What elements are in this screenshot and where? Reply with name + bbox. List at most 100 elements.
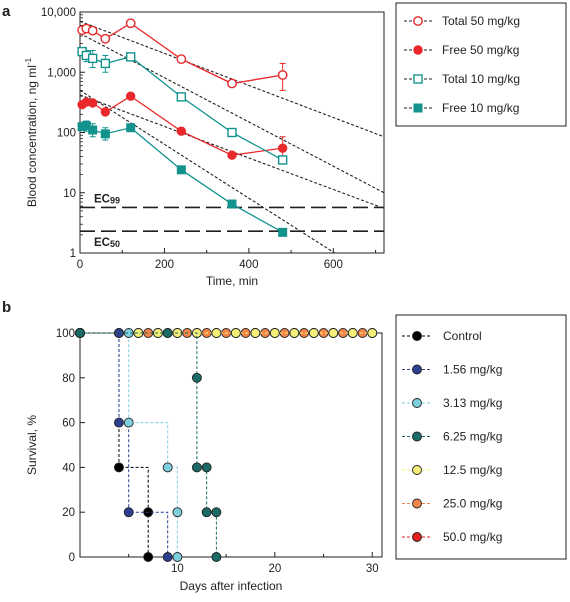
series-1-56-mg-kg	[75, 328, 173, 562]
legend-label-1-56-mg-kg: 1.56 mg/kg	[443, 363, 502, 377]
data-point	[277, 155, 288, 165]
data-point	[191, 462, 202, 473]
fit-line	[80, 32, 384, 194]
x-axis-label-a: Time, min	[206, 274, 258, 288]
data-point	[87, 98, 98, 108]
data-point	[162, 328, 173, 338]
legend-marker-total-10-mg-kg	[413, 74, 423, 84]
series-free-50-mg-kg	[77, 91, 288, 163]
data-point	[308, 328, 319, 338]
data-point	[227, 78, 237, 89]
series-line-free-10-mg-kg	[81, 124, 283, 233]
x-tick-label-a: 600	[324, 259, 343, 271]
data-point	[123, 507, 134, 518]
data-point	[318, 328, 329, 338]
data-point	[347, 328, 358, 338]
data-point	[227, 150, 237, 160]
y-tick-label-b: 40	[62, 462, 75, 474]
legend-marker-25-0-mg-kg	[412, 498, 422, 509]
legend-marker-1-56-mg-kg	[412, 364, 422, 375]
legend-label-total-50-mg-kg: Total 50 mg/kg	[442, 14, 520, 28]
plot-frame-b	[79, 332, 383, 558]
ec-label-50: EC50	[94, 237, 120, 249]
data-point	[176, 54, 187, 65]
legend-label-free-50-mg-kg: Free 50 mg/kg	[442, 43, 519, 57]
data-point	[125, 18, 136, 29]
data-point	[126, 123, 136, 133]
ec-label-99: EC99	[94, 193, 120, 205]
y-tick-label-b: 80	[62, 373, 75, 385]
y-axis-label-a-text: Blood concentration, ng ml	[25, 65, 39, 207]
series-total-10-mg-kg	[77, 46, 288, 165]
y-tick-label-a: 1,000	[47, 67, 76, 79]
data-point	[125, 91, 136, 101]
data-point	[176, 126, 187, 136]
legend-marker-50-0-mg-kg	[412, 532, 422, 542]
data-point	[227, 127, 237, 138]
legend-marker-free-10-mg-kg	[413, 103, 423, 113]
y-tick-label-b: 0	[69, 552, 75, 564]
legend-marker-total-50-mg-kg	[413, 16, 423, 26]
x-tick-label-b: 20	[268, 563, 281, 575]
survival-line-control	[80, 332, 149, 557]
y-tick-label-b: 20	[62, 507, 75, 519]
data-point	[172, 507, 183, 518]
data-point	[277, 143, 288, 153]
series-line-free-50-mg-kg	[81, 95, 283, 156]
data-point	[123, 328, 134, 338]
series-3-13-mg-kg	[75, 328, 183, 562]
data-point	[211, 507, 222, 518]
data-point	[88, 125, 98, 135]
series-control	[75, 328, 154, 562]
x-tick-label-b: 10	[171, 563, 184, 575]
legend-label-25-0-mg-kg: 25.0 mg/kg	[443, 497, 502, 511]
y-tick-label-a: 1	[70, 248, 76, 260]
y-tick-label-a: 10	[63, 188, 76, 200]
data-point	[176, 92, 187, 102]
data-point	[162, 462, 173, 473]
legend-label-control: Control	[443, 329, 482, 343]
legend-label-3-13-mg-kg: 3.13 mg/kg	[443, 396, 502, 410]
series-line-total-50-mg-kg	[81, 22, 283, 85]
y-tick-label-a: 100	[57, 128, 76, 140]
legend-marker-3-13-mg-kg	[412, 398, 422, 408]
data-point	[250, 328, 261, 338]
legend-a	[395, 2, 567, 127]
legend-marker-free-50-mg-kg	[413, 45, 423, 55]
data-point	[191, 372, 202, 383]
data-point	[123, 417, 134, 428]
legend-marker-6-25-mg-kg	[412, 431, 422, 442]
panel-letter-a: a	[2, 3, 11, 20]
x-tick-label-a: 200	[155, 259, 174, 271]
data-point	[100, 58, 111, 69]
series-6-25-mg-kg	[75, 328, 222, 562]
data-point	[125, 52, 136, 62]
series-line-total-10-mg-kg	[81, 51, 283, 161]
data-point	[269, 328, 280, 338]
data-point	[211, 328, 222, 338]
data-point	[100, 107, 111, 117]
data-point	[367, 328, 378, 338]
y-axis-label-a: Blood concentration, ng ml-1	[24, 57, 39, 207]
data-point	[172, 552, 183, 562]
series-total-50-mg-kg	[77, 18, 288, 91]
data-point	[299, 328, 310, 338]
data-point	[87, 53, 98, 64]
data-point	[227, 199, 237, 209]
data-point	[114, 462, 124, 473]
chart-a: 0 200 400 600 1 10 100 1,000 10,000 Time, min Bloo…	[24, 2, 567, 288]
panel-letter-b: b	[2, 299, 11, 316]
legend-label-free-10-mg-kg: Free 10 mg/kg	[442, 101, 519, 115]
legend-label-12-5-mg-kg: 12.5 mg/kg	[443, 463, 502, 477]
ec-label-main: EC	[94, 237, 110, 249]
ec-label-sub: 99	[110, 195, 120, 205]
data-point	[100, 33, 111, 44]
y-axis-label-a-superscript: -1	[24, 57, 33, 65]
x-tick-label-a: 0	[77, 259, 83, 271]
data-point	[201, 462, 212, 473]
data-point	[87, 25, 98, 36]
data-point	[277, 70, 288, 80]
data-point	[230, 328, 241, 338]
data-point	[176, 165, 186, 175]
